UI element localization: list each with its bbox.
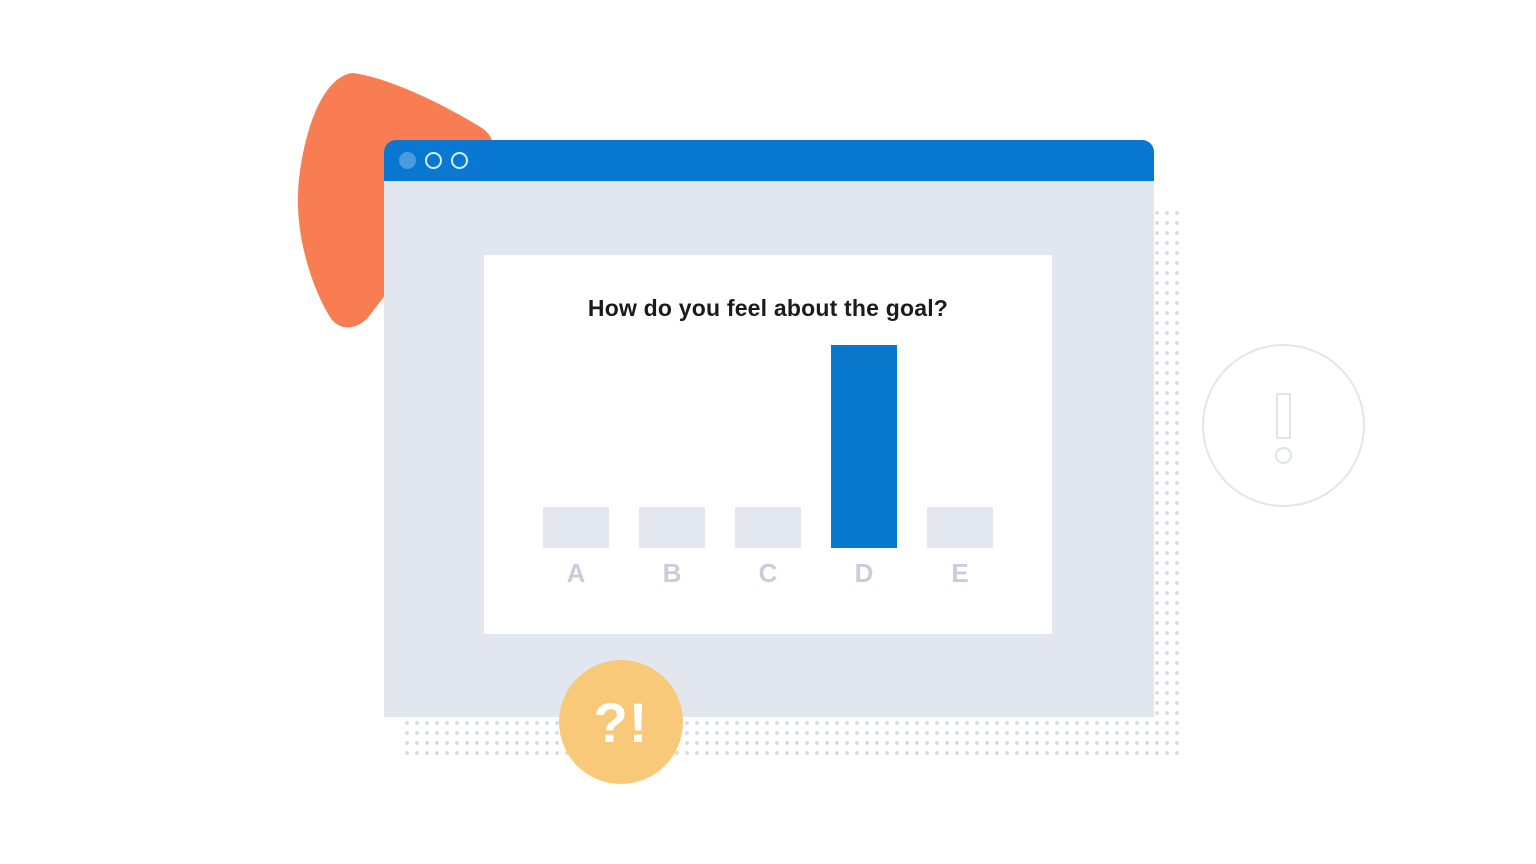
bar-label-D: D <box>854 558 874 588</box>
bar-E <box>927 507 993 548</box>
bar-chart-bars: A B C D E <box>543 345 993 588</box>
bar-label-E: E <box>951 558 969 588</box>
bar-column-C: C <box>735 507 801 588</box>
outline-dot-icon <box>425 152 442 169</box>
bar-column-D: D <box>831 345 897 588</box>
bar-label-C: C <box>758 558 778 588</box>
exclamation-dot <box>1275 447 1292 464</box>
poll-card: How do you feel about the goal? A B C D E <box>484 255 1052 634</box>
browser-window: How do you feel about the goal? A B C D E <box>384 140 1154 717</box>
bar-B <box>639 507 705 548</box>
bar-C <box>735 507 801 548</box>
browser-titlebar <box>384 140 1154 181</box>
question-exclamation-badge: ?! <box>559 660 683 784</box>
bar-A <box>543 507 609 548</box>
chart-title: How do you feel about the goal? <box>587 295 949 321</box>
bar-label-B: B <box>662 558 682 588</box>
bar-D <box>831 345 897 548</box>
bar-column-E: E <box>927 507 993 588</box>
exclamation-bar <box>1276 393 1291 439</box>
badge-label: ?! <box>593 690 649 754</box>
outline-dot-icon <box>451 152 468 169</box>
bar-label-A: A <box>566 558 586 588</box>
filled-dot-icon <box>399 152 416 169</box>
exclamation-circle-icon <box>1202 344 1365 507</box>
bar-column-A: A <box>543 507 609 588</box>
bar-column-B: B <box>639 507 705 588</box>
